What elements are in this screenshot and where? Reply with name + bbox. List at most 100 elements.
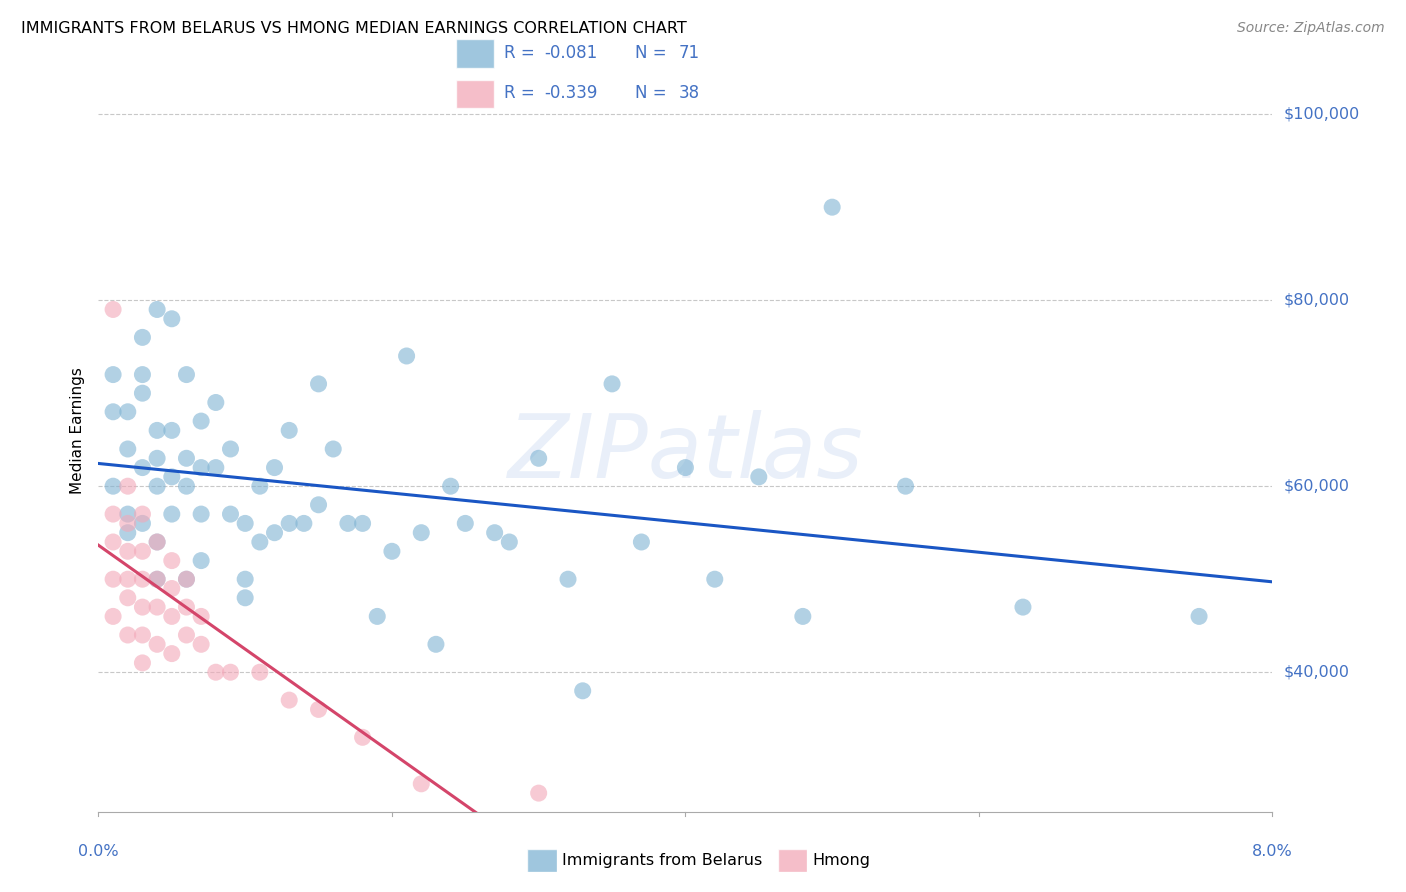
Point <box>308 498 330 512</box>
Point <box>792 609 814 624</box>
Point <box>131 330 153 344</box>
Point <box>527 786 550 800</box>
Point <box>117 405 139 419</box>
Point <box>117 591 139 605</box>
Point <box>146 535 169 549</box>
Text: IMMIGRANTS FROM BELARUS VS HMONG MEDIAN EARNINGS CORRELATION CHART: IMMIGRANTS FROM BELARUS VS HMONG MEDIAN … <box>21 21 688 36</box>
Point <box>146 424 169 438</box>
Point <box>131 600 153 615</box>
Point <box>263 460 285 475</box>
FancyBboxPatch shape <box>457 79 494 108</box>
Text: ZIPatlas: ZIPatlas <box>508 410 863 496</box>
Point <box>101 479 124 493</box>
Point <box>233 572 256 586</box>
Text: Hmong: Hmong <box>813 854 870 868</box>
Point <box>160 609 183 624</box>
FancyBboxPatch shape <box>457 39 494 68</box>
Point <box>190 414 212 428</box>
Text: R =: R = <box>503 44 540 62</box>
Point <box>190 637 212 651</box>
Point <box>176 479 198 493</box>
Point <box>146 479 169 493</box>
Point <box>527 451 550 466</box>
Point <box>454 516 477 531</box>
Point <box>117 442 139 456</box>
Point <box>411 525 433 540</box>
Point <box>131 572 153 586</box>
Text: -0.081: -0.081 <box>544 44 598 62</box>
Point <box>381 544 404 558</box>
Text: 71: 71 <box>679 44 700 62</box>
Point <box>498 535 520 549</box>
Point <box>176 451 198 466</box>
Point <box>146 302 169 317</box>
Point <box>440 479 463 493</box>
FancyBboxPatch shape <box>527 849 557 872</box>
Point <box>219 442 242 456</box>
Point <box>131 656 153 670</box>
Point <box>219 665 242 680</box>
Text: 38: 38 <box>679 84 700 102</box>
Point <box>101 609 124 624</box>
Point <box>160 553 183 567</box>
Point <box>249 665 271 680</box>
Point <box>219 507 242 521</box>
Point <box>117 507 139 521</box>
Point <box>146 572 169 586</box>
Point <box>571 683 593 698</box>
Point <box>131 507 153 521</box>
Point <box>160 647 183 661</box>
Text: Immigrants from Belarus: Immigrants from Belarus <box>562 854 762 868</box>
Point <box>278 693 301 707</box>
Point <box>336 516 359 531</box>
Point <box>675 460 697 475</box>
Point <box>411 777 433 791</box>
Point <box>117 525 139 540</box>
Point <box>117 572 139 586</box>
Point <box>101 368 124 382</box>
Text: -0.339: -0.339 <box>544 84 598 102</box>
Point <box>146 637 169 651</box>
Point <box>249 535 271 549</box>
Point <box>160 507 183 521</box>
Point <box>131 628 153 642</box>
Text: R =: R = <box>503 84 540 102</box>
Point <box>308 376 330 391</box>
Text: $40,000: $40,000 <box>1284 665 1350 680</box>
Point <box>233 591 256 605</box>
Point <box>146 572 169 586</box>
Point <box>146 535 169 549</box>
Point <box>352 516 374 531</box>
Point <box>146 600 169 615</box>
Point <box>101 572 124 586</box>
Text: Source: ZipAtlas.com: Source: ZipAtlas.com <box>1237 21 1385 35</box>
Point <box>395 349 418 363</box>
Point <box>352 731 374 745</box>
Point <box>176 628 198 642</box>
Point <box>600 376 623 391</box>
Point <box>131 386 153 401</box>
Point <box>176 600 198 615</box>
Point <box>117 479 139 493</box>
Text: $100,000: $100,000 <box>1284 107 1360 121</box>
Point <box>1012 600 1035 615</box>
Point <box>703 572 725 586</box>
Point <box>190 609 212 624</box>
Text: N =: N = <box>636 84 672 102</box>
Point <box>160 582 183 596</box>
Point <box>205 460 228 475</box>
Point <box>117 544 139 558</box>
Point <box>101 302 124 317</box>
Point <box>205 665 228 680</box>
Point <box>117 516 139 531</box>
Point <box>176 368 198 382</box>
Point <box>894 479 917 493</box>
Point <box>366 609 388 624</box>
Point <box>190 507 212 521</box>
Point <box>484 525 506 540</box>
Point <box>176 572 198 586</box>
Text: 8.0%: 8.0% <box>1253 844 1292 859</box>
Point <box>322 442 344 456</box>
Point <box>160 424 183 438</box>
Point <box>292 516 315 531</box>
